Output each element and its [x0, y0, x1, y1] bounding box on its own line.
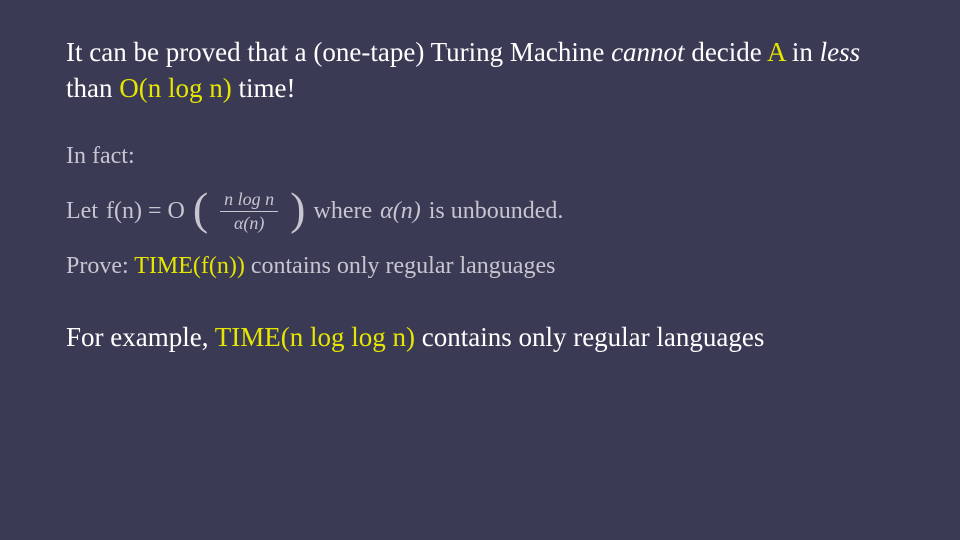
example-prefix: For example, — [66, 322, 215, 352]
fraction-denominator: α(n) — [230, 214, 268, 233]
text: time! — [238, 73, 295, 103]
time-fn: TIME(f(n)) — [134, 253, 245, 279]
prove-label: Prove: — [66, 253, 134, 279]
where-text: where — [314, 198, 373, 225]
example-line: For example, TIME(n log log n) contains … — [66, 322, 900, 353]
fraction: n log n α(n) — [216, 190, 282, 233]
alpha-n: α(n) — [380, 198, 421, 225]
word-less: less — [820, 37, 861, 67]
text: than — [66, 73, 119, 103]
let-line: Let f(n) = O ( n log n α(n) ) where α(n)… — [66, 190, 900, 233]
example-suffix: contains only regular languages — [422, 322, 765, 352]
bigO-nlogn: O(n log n) — [119, 73, 231, 103]
unbounded-text: is unbounded. — [429, 198, 564, 225]
slide: It can be proved that a (one-tape) Turin… — [0, 0, 960, 540]
word-cannot: cannot — [611, 37, 685, 67]
paren-left: ( — [193, 191, 208, 228]
fn-equals-O: f(n) = O — [106, 198, 185, 225]
text: It can be proved that a (one-tape) Turin… — [66, 37, 611, 67]
prove-line: Prove: TIME(f(n)) contains only regular … — [66, 253, 900, 280]
time-nloglogn: TIME(n log log n) — [215, 322, 415, 352]
text: decide — [691, 37, 767, 67]
in-fact-label: In fact: — [66, 143, 900, 170]
symbol-A: A — [767, 37, 785, 67]
prove-suffix: contains only regular languages — [251, 253, 556, 279]
let-text: Let — [66, 198, 98, 225]
statement-paragraph: It can be proved that a (one-tape) Turin… — [66, 34, 900, 107]
paren-right: ) — [290, 191, 305, 228]
text: in — [792, 37, 820, 67]
fraction-bar — [220, 211, 278, 212]
fraction-numerator: n log n — [220, 190, 278, 209]
